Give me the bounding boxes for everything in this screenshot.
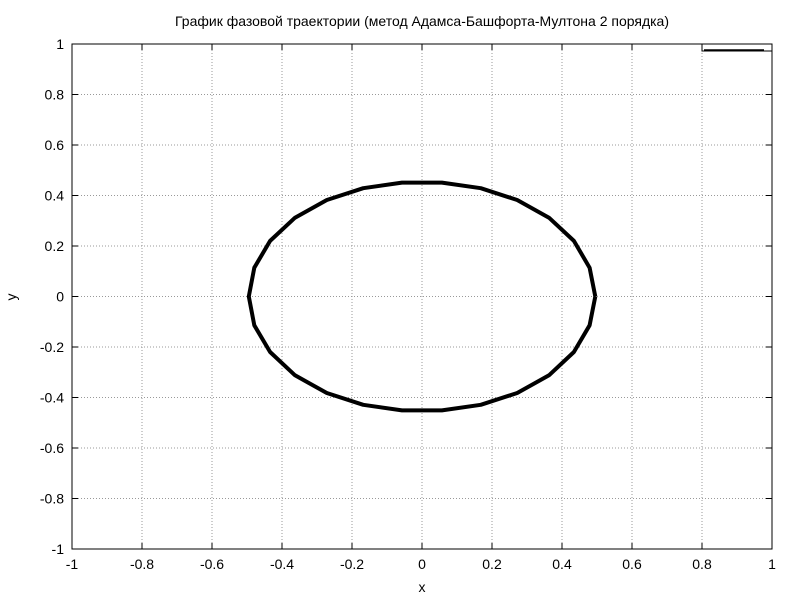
series-line — [246, 180, 598, 413]
grid-lines — [72, 44, 772, 549]
axis-ticks: -1 -0.8 -0.6 -0.4 -0.2 0 0.2 0.4 0.6 0.8 1 -1 -0.8 -0… — [40, 36, 776, 572]
y-tick-label: 0.2 — [45, 238, 65, 254]
y-tick-label: -1 — [52, 541, 65, 557]
y-tick-label: -0.6 — [40, 440, 64, 456]
x-tick-label: -0.6 — [200, 556, 224, 572]
y-axis-label: y — [3, 294, 19, 301]
x-tick-label: 0.2 — [482, 556, 502, 572]
y-tick-label: -0.8 — [40, 491, 64, 507]
y-tick-label: -0.2 — [40, 339, 64, 355]
x-tick-label: 0.4 — [552, 556, 572, 572]
x-tick-label: 0.6 — [622, 556, 642, 572]
x-tick-label: 0 — [418, 556, 426, 572]
x-tick-label: -1 — [66, 556, 79, 572]
y-tick-label: 0.4 — [45, 188, 65, 204]
y-tick-label: 1 — [56, 36, 64, 52]
y-tick-label: 0.8 — [45, 87, 65, 103]
x-tick-label: -0.4 — [270, 556, 294, 572]
chart-title: График фазовой траектории (метод Адамса-… — [175, 13, 669, 29]
series-group — [246, 180, 598, 413]
y-tick-label: 0.6 — [45, 137, 65, 153]
y-tick-label: -0.4 — [40, 390, 64, 406]
legend — [701, 43, 773, 52]
x-tick-label: 0.8 — [692, 556, 712, 572]
y-tick-label: 0 — [56, 289, 64, 305]
x-tick-label: 1 — [768, 556, 776, 572]
x-tick-label: -0.8 — [130, 556, 154, 572]
x-axis-label: x — [419, 579, 426, 595]
x-tick-label: -0.2 — [340, 556, 364, 572]
legend-box — [701, 43, 773, 52]
